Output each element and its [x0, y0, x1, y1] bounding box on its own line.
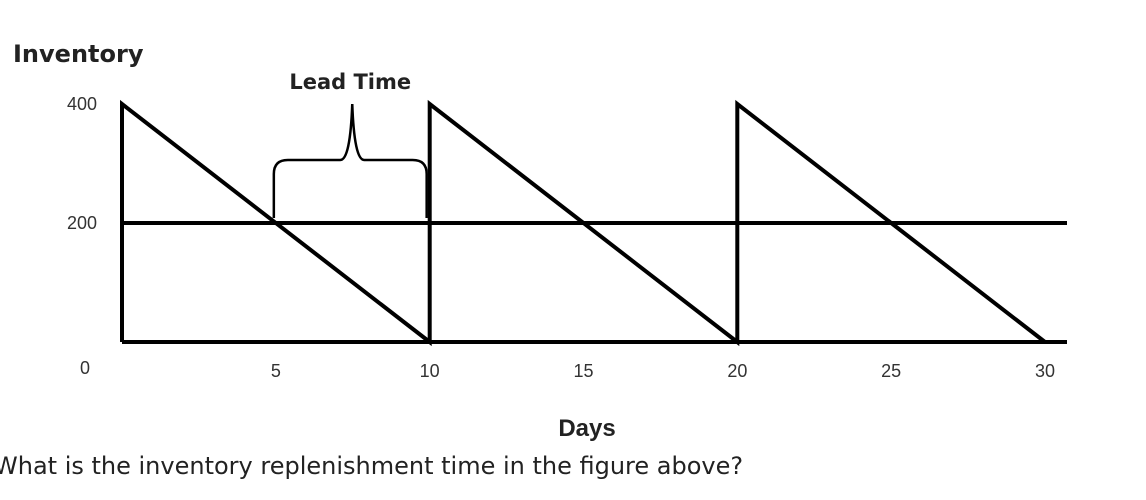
- x-tick-label: 5: [271, 361, 281, 381]
- y-tick-labels: 400 200 0: [67, 94, 97, 378]
- y-tick-label: 200: [67, 213, 97, 233]
- y-axis-title: Inventory: [13, 40, 144, 68]
- lead-time-label: Lead Time: [289, 70, 411, 94]
- x-tick-label: 30: [1035, 361, 1055, 381]
- x-tick-labels: 5 10 15 20 25 30: [271, 361, 1055, 381]
- inventory-sawtooth-line: [120, 99, 1047, 347]
- x-tick-label: 15: [573, 361, 593, 381]
- x-tick-label: 25: [881, 361, 901, 381]
- x-tick-label: 20: [727, 361, 747, 381]
- x-tick-label: 10: [420, 361, 440, 381]
- y-tick-label: 400: [67, 94, 97, 114]
- y-tick-label: 0: [80, 358, 90, 378]
- x-axis-title: Days: [558, 415, 615, 442]
- lead-time-brace: [272, 103, 428, 218]
- question-text: What is the inventory replenishment time…: [0, 452, 744, 480]
